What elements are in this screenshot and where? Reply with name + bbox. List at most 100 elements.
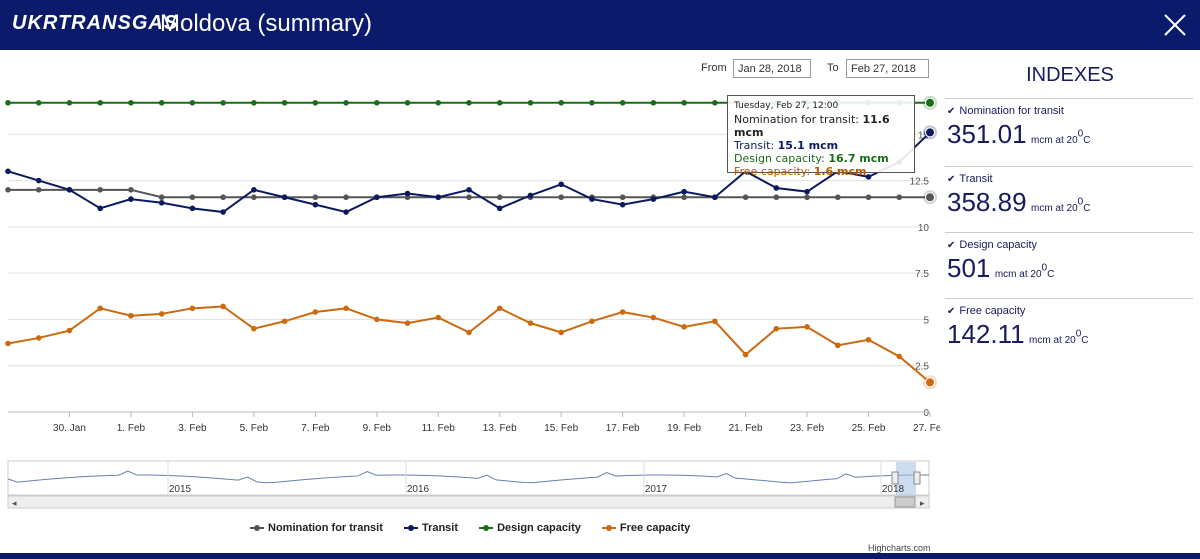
data-point	[925, 97, 935, 108]
x-tick-label: 17. Feb	[606, 423, 640, 434]
tooltip-row: Nomination for transit: 11.6 mcm	[734, 113, 890, 139]
x-tick-label: 25. Feb	[852, 423, 886, 434]
navigator-year-label: 2018	[882, 484, 905, 495]
navigator-year-label: 2015	[169, 484, 192, 495]
data-point	[220, 100, 226, 106]
data-point	[558, 194, 564, 201]
index-nomination: ✔ Nomination for transit 351.01 mcm at 20…	[945, 98, 1193, 150]
data-point	[404, 190, 411, 197]
chart-tooltip: Tuesday, Feb 27, 12:00 Nomination for tr…	[727, 95, 915, 178]
tooltip-row: Design capacity: 16.7 mcm	[734, 152, 889, 165]
data-point	[251, 187, 257, 193]
index-free-capacity: ✔ Free capacity 142.11 mcm at 200C	[945, 298, 1193, 350]
data-point	[312, 194, 319, 201]
data-point	[804, 188, 810, 195]
x-tick-label: 30. Jan	[53, 423, 86, 434]
x-tick-label: 27. Feb	[913, 423, 940, 434]
data-point	[496, 305, 503, 312]
tooltip-row: Free capacity: 1.6 mcm	[734, 165, 867, 178]
x-tick-label: 13. Feb	[483, 423, 517, 434]
data-point	[158, 100, 165, 106]
data-point	[5, 100, 11, 106]
bottom-bar	[0, 553, 1200, 559]
data-point	[589, 196, 595, 202]
data-point	[374, 100, 380, 106]
data-point	[681, 100, 687, 106]
data-point	[681, 324, 687, 330]
page-title: Moldova (summary)	[160, 10, 373, 37]
data-point	[650, 314, 657, 321]
data-point	[343, 305, 349, 312]
from-date-input[interactable]	[733, 59, 811, 78]
from-label: From	[701, 62, 727, 74]
data-point	[804, 324, 810, 330]
x-tick-label: 1. Feb	[117, 423, 146, 434]
data-point	[66, 327, 73, 334]
data-point	[5, 168, 11, 175]
data-point	[220, 303, 226, 310]
data-point	[712, 100, 718, 106]
legend-item-free-capacity[interactable]: Free capacity	[601, 522, 690, 534]
legend-item-nomination[interactable]: Nomination for transit	[250, 522, 383, 534]
credits-link[interactable]: Highcharts.com	[868, 543, 931, 553]
data-point	[97, 205, 103, 212]
data-point	[435, 314, 442, 321]
to-date-input[interactable]	[846, 59, 929, 78]
navigator-handle-right	[913, 471, 921, 485]
data-point	[404, 100, 411, 106]
data-point	[742, 351, 749, 358]
data-point	[435, 100, 442, 106]
data-point	[466, 187, 472, 193]
navigator-year-label: 2017	[645, 484, 668, 495]
data-point	[343, 100, 349, 106]
x-tick-label: 11. Feb	[422, 423, 456, 434]
data-point	[835, 194, 841, 201]
x-tick-label: 21. Feb	[729, 423, 763, 434]
data-point	[5, 187, 11, 193]
x-tick-label: 3. Feb	[178, 423, 207, 434]
data-point	[589, 318, 595, 325]
x-tick-label: 7. Feb	[301, 423, 330, 434]
data-point	[404, 320, 411, 326]
data-point	[773, 185, 780, 191]
y-tick-label: 5	[923, 315, 929, 326]
data-point	[925, 377, 935, 388]
data-point	[773, 325, 780, 332]
data-point	[35, 100, 42, 106]
x-tick-label: 15. Feb	[544, 423, 578, 434]
x-tick-label: 5. Feb	[240, 423, 269, 434]
check-icon: ✔	[947, 174, 956, 185]
data-point	[527, 100, 534, 106]
chart-legend: Nomination for transit Transit Design ca…	[250, 522, 708, 534]
data-point	[466, 329, 472, 336]
data-point	[589, 100, 595, 106]
data-point	[681, 194, 687, 201]
data-point	[435, 194, 442, 201]
to-label: To	[827, 62, 839, 74]
series-line-3	[7, 305, 931, 384]
data-point	[189, 205, 196, 212]
data-point	[742, 194, 749, 201]
y-tick-label: 2.5	[915, 362, 929, 373]
data-point	[865, 194, 872, 201]
navigator-year-label: 2016	[407, 484, 430, 495]
data-point	[281, 194, 288, 201]
data-point	[189, 194, 196, 201]
legend-marker	[479, 525, 494, 532]
data-point	[343, 194, 349, 201]
main-chart[interactable]: 0 2.5 5 7.5 10 12.5 15 30. Jan 1. Feb 3. Feb 5. Fe…	[0, 0, 940, 515]
check-icon: ✔	[947, 106, 956, 117]
data-point	[712, 318, 718, 325]
data-point	[66, 187, 73, 193]
data-point	[128, 312, 134, 319]
legend-marker	[250, 525, 264, 532]
legend-item-transit[interactable]: Transit	[403, 522, 458, 534]
data-point	[925, 127, 935, 138]
data-point	[158, 199, 165, 206]
close-icon[interactable]	[1162, 12, 1188, 38]
legend-item-design-capacity[interactable]: Design capacity	[479, 522, 581, 534]
data-point	[220, 209, 226, 215]
tooltip-row: Transit: 15.1 mcm	[734, 139, 839, 152]
scroll-right-arrow: ▸	[920, 498, 925, 508]
data-point	[650, 100, 657, 106]
